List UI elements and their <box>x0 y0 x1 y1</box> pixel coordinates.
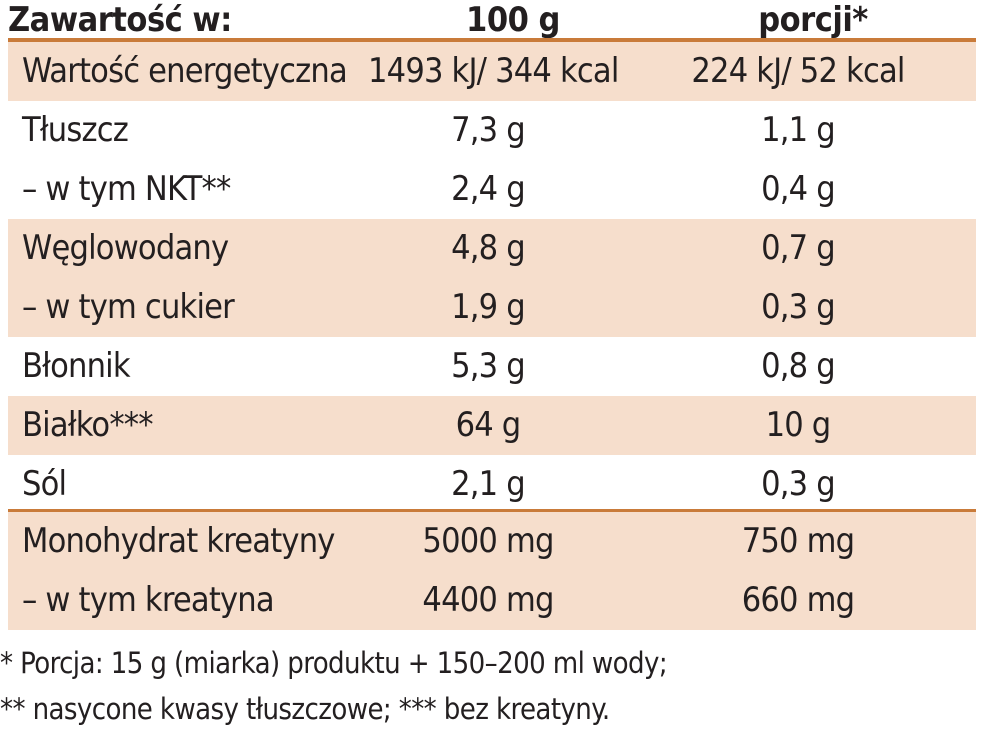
header-content-label: Zawartość w: <box>8 0 232 40</box>
footnote-portion: * Porcja: 15 g (miarka) produktu + 150–2… <box>0 646 668 680</box>
row-value-100g: 5000 mg <box>422 521 554 561</box>
nutrition-table: Zawartość w: 100 g porcji* Wartość energ… <box>8 0 976 630</box>
row-value-portion: 750 mg <box>741 521 855 561</box>
row-value-portion: 0,7 g <box>761 228 836 268</box>
row-label: Wartość energetyczna <box>22 51 348 91</box>
row-label: Węglowodany <box>22 228 229 268</box>
row-value-portion: 0,3 g <box>761 464 836 504</box>
row-value-portion: 10 g <box>765 405 832 445</box>
row-label: Monohydrat kreatyny <box>22 521 335 561</box>
row-value-portion: 0,4 g <box>761 169 836 209</box>
row-label: Błonnik <box>22 346 131 386</box>
table-row-creatine: – w tym kreatyna 4400 mg 660 mg <box>8 571 976 630</box>
row-value-100g: 4400 mg <box>422 580 554 620</box>
row-label: – w tym NKT** <box>22 169 231 209</box>
row-value-100g: 7,3 g <box>451 110 526 150</box>
row-value-100g: 5,3 g <box>451 346 526 386</box>
row-label: Sól <box>22 464 67 504</box>
table-row-fat: Tłuszcz 7,3 g 1,1 g <box>8 101 976 160</box>
section-divider <box>8 509 976 512</box>
header-divider <box>8 38 976 42</box>
header-per-100g: 100 g <box>466 0 560 40</box>
table-row-protein: Białko*** 64 g 10 g <box>8 396 976 455</box>
table-row-carbohydrates: Węglowodany 4,8 g 0,7 g <box>8 219 976 278</box>
footnote-abbreviations: ** nasycone kwasy tłuszczowe; *** bez kr… <box>0 692 610 726</box>
header-per-portion: porcji* <box>758 0 868 40</box>
table-row-salt: Sól 2,1 g 0,3 g <box>8 455 976 514</box>
row-value-100g: 1493 kJ/ 344 kcal <box>368 51 619 91</box>
table-header: Zawartość w: 100 g porcji* <box>8 0 976 42</box>
row-value-portion: 0,8 g <box>761 346 836 386</box>
row-value-100g: 4,8 g <box>451 228 526 268</box>
row-value-portion: 660 mg <box>741 580 855 620</box>
row-value-100g: 2,1 g <box>451 464 526 504</box>
table-row-creatine-monohydrate: Monohydrat kreatyny 5000 mg 750 mg <box>8 512 976 571</box>
row-value-portion: 0,3 g <box>761 287 836 327</box>
row-label: Tłuszcz <box>22 110 129 150</box>
row-label: – w tym cukier <box>22 287 235 327</box>
row-value-100g: 2,4 g <box>451 169 526 209</box>
row-value-100g: 64 g <box>455 405 522 445</box>
table-row-fibre: Błonnik 5,3 g 0,8 g <box>8 337 976 396</box>
row-label: Białko*** <box>22 405 154 445</box>
table-row-energy: Wartość energetyczna 1493 kJ/ 344 kcal 2… <box>8 42 976 101</box>
row-value-portion: 224 kJ/ 52 kcal <box>691 51 905 91</box>
row-value-100g: 1,9 g <box>451 287 526 327</box>
table-row-saturated-fat: – w tym NKT** 2,4 g 0,4 g <box>8 160 976 219</box>
row-value-portion: 1,1 g <box>761 110 836 150</box>
row-label: – w tym kreatyna <box>22 580 275 620</box>
table-row-sugar: – w tym cukier 1,9 g 0,3 g <box>8 278 976 337</box>
